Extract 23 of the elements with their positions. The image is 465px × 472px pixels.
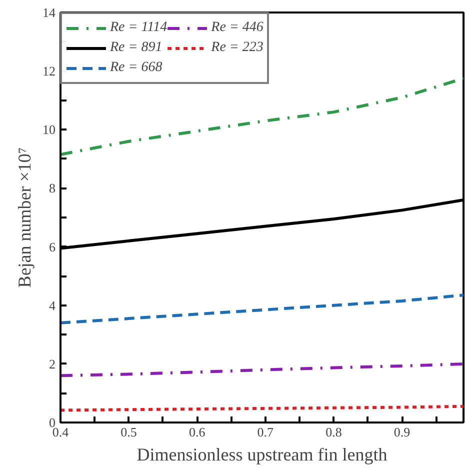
y-tick-label: 10 <box>42 122 56 138</box>
x-tick-label: 0.9 <box>394 424 410 440</box>
x-tick-label: 0.7 <box>257 424 274 440</box>
x-axis-title: Dimensionless upstream fin length <box>136 444 388 464</box>
x-tick-label: 0.6 <box>188 424 206 440</box>
legend-label: Re = 1114 <box>110 20 168 36</box>
y-tick-label: 12 <box>42 64 56 79</box>
y-tick-label: 8 <box>49 180 56 196</box>
y-tick-label: 6 <box>49 239 56 254</box>
x-tick-label: 0.5 <box>120 424 137 440</box>
y-tick-label: 4 <box>49 298 56 313</box>
line-series <box>60 362 464 378</box>
legend-label: Re = 446 <box>211 20 264 36</box>
y-tick-label: 14 <box>42 5 56 20</box>
y-tick-label: 0 <box>49 415 56 430</box>
legend-label: Re = 891 <box>110 40 162 56</box>
y-tick-label: 2 <box>49 356 56 372</box>
line-series <box>60 294 464 324</box>
y-axis-title: Bejan number ×10⁷ <box>14 147 34 288</box>
line-series <box>60 76 464 156</box>
legend-label: Re = 668 <box>110 60 162 76</box>
x-tick-label: 0.8 <box>326 424 342 440</box>
legend-label: Re = 223 <box>211 40 264 56</box>
